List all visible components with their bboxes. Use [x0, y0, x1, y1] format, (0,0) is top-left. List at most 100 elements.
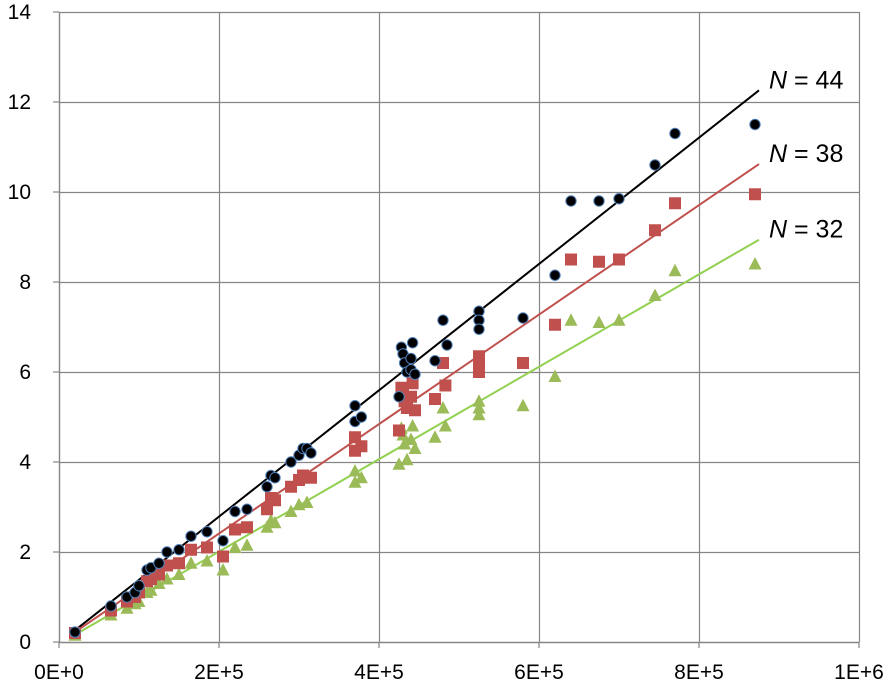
circle-marker — [405, 352, 417, 365]
triangle-marker — [160, 572, 174, 585]
square-marker — [549, 318, 561, 331]
circle-marker — [69, 626, 81, 638]
triangle-marker — [472, 394, 486, 407]
square-marker — [269, 494, 281, 507]
circle-marker — [201, 526, 213, 538]
x-tick-label: 1E+6 — [834, 661, 884, 684]
triangle-marker — [184, 556, 198, 569]
circle-marker — [285, 456, 297, 468]
y-tick-label: 4 — [19, 451, 31, 474]
y-tick-label: 12 — [8, 91, 31, 114]
triangle-marker — [406, 419, 420, 432]
triangle-marker — [300, 495, 314, 508]
triangle-marker — [404, 432, 418, 445]
circle-marker — [517, 312, 529, 324]
triangle-marker — [144, 583, 158, 596]
circle-marker — [749, 118, 761, 131]
series-label-variable: N — [769, 216, 788, 244]
triangle-marker — [472, 401, 486, 414]
trend-line-2 — [74, 238, 760, 636]
circle-marker — [473, 323, 485, 335]
series-label-value: = 32 — [787, 216, 843, 244]
square-marker — [473, 366, 485, 378]
square-marker — [649, 224, 661, 237]
triangle-marker — [348, 464, 362, 477]
square-marker — [517, 357, 529, 369]
y-tick-label: 14 — [8, 1, 32, 24]
y-tick-label: 8 — [19, 271, 31, 294]
y-tick-label: 10 — [8, 181, 31, 204]
circle-marker — [241, 503, 253, 515]
circle-marker — [565, 195, 577, 207]
circle-marker — [613, 193, 625, 205]
circle-marker — [649, 159, 661, 171]
triangle-marker — [216, 563, 230, 576]
triangle-marker — [268, 515, 282, 529]
triangle-marker — [408, 441, 422, 454]
square-marker — [439, 379, 452, 392]
axes: 0E+0 2E+5 4E+5 6E+5 8E+5 1E+6 0 2 4 6 8 10 12 14 — [8, 1, 884, 684]
circle-marker — [133, 580, 145, 592]
square-marker — [185, 543, 197, 556]
square-marker — [669, 197, 681, 210]
circle-marker — [305, 447, 317, 459]
circle-marker — [441, 339, 453, 351]
circle-marker — [549, 269, 561, 281]
square-marker — [305, 471, 317, 484]
y-tick-label: 6 — [19, 361, 31, 384]
series-label-variable: N — [769, 140, 788, 168]
circle-marker — [185, 530, 197, 542]
triangle-marker — [152, 576, 166, 589]
triangle-marker — [436, 401, 450, 414]
circle-marker — [393, 391, 405, 403]
triangle-marker — [648, 288, 662, 301]
x-tick-label: 6E+5 — [514, 661, 564, 684]
triangle-marker — [172, 567, 186, 580]
triangle-marker — [668, 263, 682, 277]
triangle-marker — [398, 437, 412, 450]
circle-marker — [669, 127, 681, 140]
circle-marker — [437, 314, 449, 326]
square-marker — [593, 255, 605, 268]
triangle-marker — [354, 470, 368, 484]
triangle-marker — [428, 430, 442, 443]
triangle-marker — [392, 457, 406, 470]
triangle-marker — [438, 419, 452, 432]
square-marker — [409, 404, 421, 417]
triangle-marker — [400, 452, 414, 466]
circle-marker — [269, 472, 281, 484]
circle-marker — [229, 505, 241, 518]
square-marker — [749, 188, 761, 201]
triangle-marker — [200, 554, 214, 567]
square-marker — [229, 523, 241, 536]
square-marker — [173, 557, 185, 570]
triangle-marker — [260, 520, 274, 533]
square-marker — [565, 253, 577, 266]
circle-marker — [409, 368, 421, 380]
circle-marker — [217, 535, 229, 547]
triangle-marker — [284, 504, 298, 517]
triangle-marker — [548, 369, 562, 382]
series-label-0: N = 44 — [769, 66, 843, 94]
series-labels: N = 44N = 38N = 32 — [769, 66, 843, 243]
square-marker — [429, 393, 441, 405]
x-tick-label: 2E+5 — [194, 661, 244, 684]
circle-marker — [153, 557, 165, 569]
circle-marker — [105, 600, 117, 612]
square-marker — [201, 541, 213, 554]
circle-marker — [161, 546, 173, 558]
square-marker — [217, 550, 229, 563]
square-marker — [355, 440, 368, 453]
triangle-marker — [348, 475, 362, 488]
circle-marker — [406, 337, 419, 349]
series-label-1: N = 38 — [769, 140, 843, 168]
triangle-marker — [516, 398, 530, 412]
circle-marker — [173, 544, 185, 556]
circle-marker — [593, 195, 605, 207]
series-label-value: = 44 — [787, 66, 843, 94]
square-marker — [406, 377, 419, 390]
y-tick-label: 2 — [19, 541, 31, 564]
series-label-2: N = 32 — [769, 216, 843, 244]
